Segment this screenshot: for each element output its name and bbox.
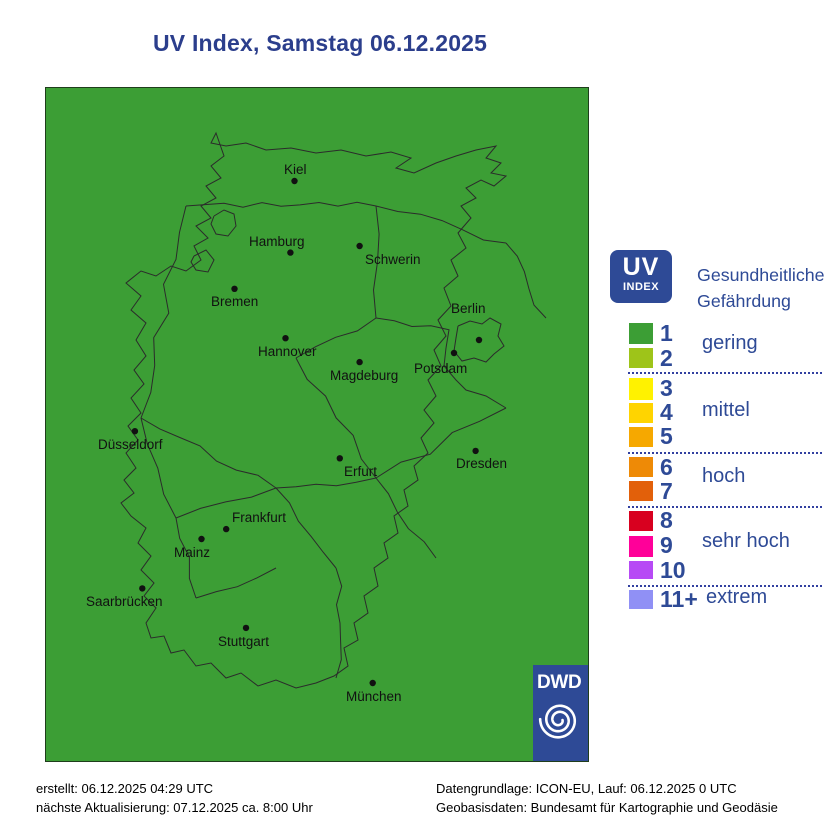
svg-text:Saarbrücken: Saarbrücken bbox=[86, 594, 163, 609]
svg-text:Hamburg: Hamburg bbox=[249, 234, 305, 249]
svg-text:Mainz: Mainz bbox=[174, 545, 210, 560]
svg-text:Hannover: Hannover bbox=[258, 344, 317, 359]
svg-text:Frankfurt: Frankfurt bbox=[232, 510, 286, 525]
svg-text:Kiel: Kiel bbox=[284, 162, 307, 177]
svg-text:Stuttgart: Stuttgart bbox=[218, 634, 269, 649]
svg-text:Potsdam: Potsdam bbox=[414, 361, 467, 376]
svg-text:Berlin: Berlin bbox=[451, 301, 486, 316]
svg-text:Magdeburg: Magdeburg bbox=[330, 368, 398, 383]
svg-text:München: München bbox=[346, 689, 402, 704]
svg-text:Bremen: Bremen bbox=[211, 294, 258, 309]
svg-text:Dresden: Dresden bbox=[456, 456, 507, 471]
svg-text:Schwerin: Schwerin bbox=[365, 252, 421, 267]
svg-text:DWD: DWD bbox=[537, 672, 581, 693]
svg-text:Erfurt: Erfurt bbox=[344, 464, 377, 479]
svg-text:Düsseldorf: Düsseldorf bbox=[98, 437, 163, 452]
